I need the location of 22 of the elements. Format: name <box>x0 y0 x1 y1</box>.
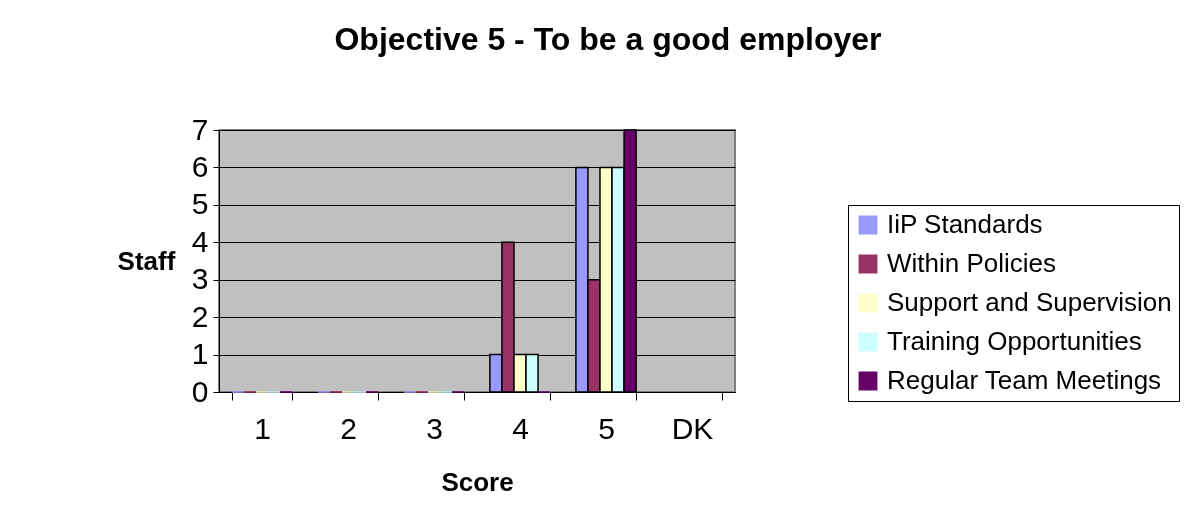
y-tick-label: 1 <box>191 337 209 371</box>
y-tick-label: 5 <box>191 187 209 221</box>
x-tick-label: 3 <box>426 411 443 445</box>
y-tick-label: 6 <box>191 149 209 183</box>
x-tick-label: 5 <box>598 411 615 445</box>
y-tick-label: 2 <box>191 299 209 333</box>
y-tick-label: 4 <box>191 224 209 258</box>
chart-title: Objective 5 - To be a good employer <box>334 21 882 57</box>
x-tick-label: 2 <box>340 411 357 445</box>
legend-label: Training Opportunities <box>887 326 1142 356</box>
legend-label: Regular Team Meetings <box>887 365 1162 395</box>
x-tick-label: DK <box>671 411 714 445</box>
legend-label: IiP Standards <box>887 209 1043 239</box>
x-tick-label: 4 <box>512 411 529 445</box>
legend-label: Within Policies <box>887 248 1057 278</box>
y-axis-title: Staff <box>117 245 176 276</box>
legend-label: Support and Supervision <box>887 287 1172 317</box>
y-tick-label: 7 <box>191 112 209 146</box>
x-tick-label: 1 <box>254 411 271 445</box>
y-tick-label: 0 <box>191 374 209 408</box>
y-tick-label: 3 <box>191 262 209 296</box>
x-axis-title: Score <box>441 466 514 497</box>
